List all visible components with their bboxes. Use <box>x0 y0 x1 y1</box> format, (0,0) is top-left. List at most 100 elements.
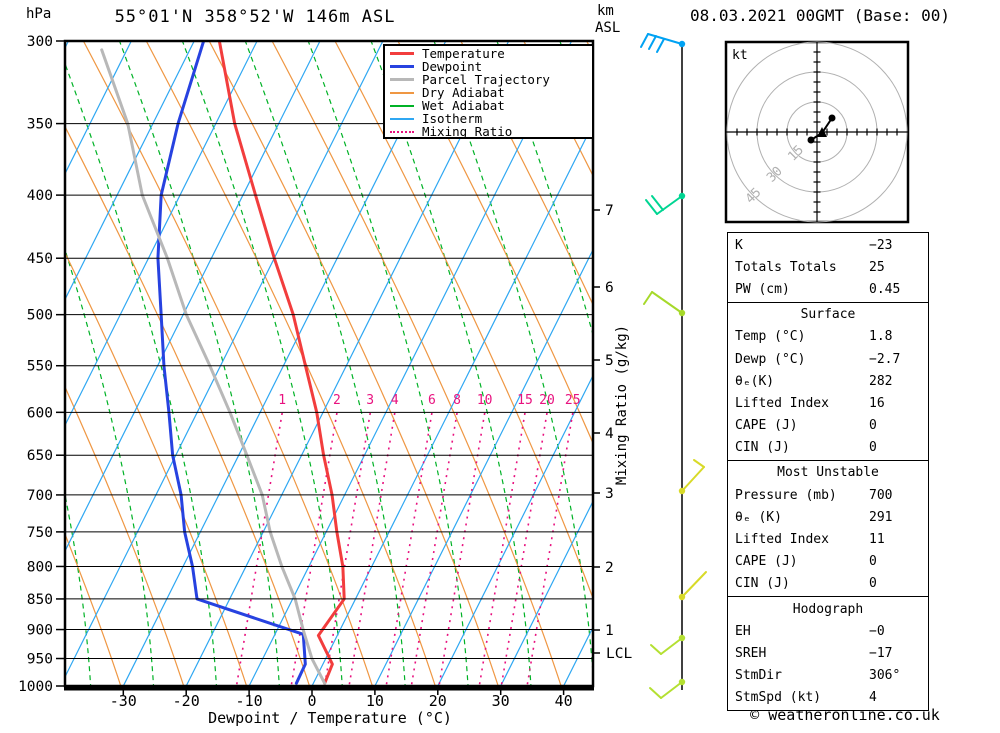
isotherm-line <box>66 42 384 677</box>
wind-barb <box>650 634 686 655</box>
wind-barb-segment <box>643 291 653 305</box>
mixing-ratio-line <box>525 412 574 689</box>
row-value: 1.8 <box>869 329 893 345</box>
row-label: Pressure (mb) <box>735 487 837 503</box>
hodograph-trace-point <box>828 114 836 122</box>
legend-line-sample <box>390 52 414 55</box>
km-tick-label: 2 <box>605 560 614 576</box>
row-value: −23 <box>869 237 893 253</box>
isotherm-line <box>309 124 592 689</box>
dry-adiabat-line <box>66 387 186 689</box>
row-value: 0 <box>869 576 877 592</box>
row-value: 16 <box>869 395 885 411</box>
dry-adiabat-line <box>334 42 592 598</box>
legend-label: Temperature <box>422 46 505 61</box>
dry-adiabat-line <box>523 42 592 175</box>
km-tick-label: 6 <box>605 280 614 296</box>
table-row: StmSpd (kt) 4 <box>728 687 928 709</box>
row-value: 282 <box>869 373 893 389</box>
legend-line-sample <box>390 78 414 81</box>
wet-adiabat-line <box>66 250 155 689</box>
wind-barb-segment <box>645 199 658 215</box>
pressure-tick-label: 1000 <box>18 679 53 695</box>
row-label: Temp (°C) <box>735 329 806 345</box>
wind-barb-segment <box>681 466 705 492</box>
temperature-axis-label: Dewpoint / Temperature (°C) <box>208 709 452 727</box>
wind-barb <box>678 459 705 495</box>
legend-line-sample <box>390 117 414 120</box>
mixing-ratio-value-label: 4 <box>391 393 399 408</box>
mixing-ratio-line <box>410 412 458 689</box>
isotherm-line <box>372 250 592 689</box>
asl-axis-unit: ASL <box>595 20 621 36</box>
wet-adiabat-line <box>66 497 92 689</box>
legend-item: Dry Adiabat <box>385 86 592 99</box>
legend-label: Isotherm <box>422 111 483 126</box>
dry-adiabat-line <box>146 42 437 689</box>
table-row: θₑ (K) 291 <box>728 506 928 528</box>
mixing-ratio-line <box>437 412 486 689</box>
wind-barb-segment <box>651 291 683 314</box>
pressure-tick-label: 500 <box>27 308 53 324</box>
row-label: SREH <box>735 645 767 661</box>
mixing-ratio-line <box>290 412 338 689</box>
legend-line-sample <box>390 104 414 107</box>
legend-item: Isotherm <box>385 112 592 125</box>
table-row: Lifted Index 11 <box>728 528 928 550</box>
wet-adiabat-line <box>370 42 532 689</box>
mixing-ratio-line <box>500 412 548 689</box>
temp-tick-label: 20 <box>429 692 447 710</box>
hodograph-trace-point <box>807 136 815 144</box>
isotherm-line <box>435 376 592 689</box>
pressure-tick-label: 600 <box>27 405 53 421</box>
wet-adiabat-line <box>307 42 469 689</box>
pressure-tick-label: 300 <box>27 34 53 50</box>
wind-barb-segment <box>693 459 705 468</box>
isotherm-line <box>66 42 195 299</box>
temp-tick-label: 30 <box>492 692 510 710</box>
row-label: CIN (J) <box>735 440 790 456</box>
mixing-ratio-value-label: 10 <box>477 393 493 408</box>
temp-tick-label: 10 <box>366 692 384 710</box>
legend-line-sample <box>390 91 414 94</box>
mixing-ratio-value-label: 20 <box>539 393 555 408</box>
isotherm-line <box>66 42 321 551</box>
isotherm-line <box>498 502 592 689</box>
legend-item: Wet Adiabat <box>385 99 592 112</box>
row-label: StmDir <box>735 668 782 684</box>
wind-barb-segment <box>656 38 665 53</box>
isotherm-line <box>0 41 6 689</box>
pressure-tick-label: 800 <box>27 559 53 575</box>
row-label: StmSpd (kt) <box>735 690 822 706</box>
wind-barb-dot <box>678 192 686 200</box>
legend-label: Wet Adiabat <box>422 98 505 113</box>
mixing-ratio-value-label: 25 <box>565 393 581 408</box>
table-row: Pressure (mb) 700 <box>728 484 928 506</box>
table-row: PW (cm) 0.45 <box>728 278 928 300</box>
wet-adiabat-line <box>0 41 28 689</box>
legend-label: Mixing Ratio <box>422 124 513 139</box>
mixing-ratio-axis-label: Mixing Ratio (g/kg) <box>614 324 630 486</box>
mixing-ratio-value-label: 8 <box>453 393 461 408</box>
row-label: Dewp (°C) <box>735 351 806 367</box>
mixing-ratio-line <box>235 412 283 689</box>
storm-motion-marker <box>817 127 827 137</box>
wind-barb-dot <box>678 487 686 495</box>
wind-barb <box>643 291 686 317</box>
temp-tick-label: -10 <box>236 692 263 710</box>
table-header: Hodograph <box>792 601 864 617</box>
row-label: Lifted Index <box>735 395 829 411</box>
wind-barb-segment <box>660 637 683 655</box>
mixing-ratio-value-label: 6 <box>428 393 436 408</box>
table-row: CIN (J) 0 <box>728 573 928 595</box>
dry-adiabat-line <box>83 42 374 689</box>
page-title: 55°01'N 358°52'W 146m ASL <box>114 7 396 27</box>
table-row: θₑ(K) 282 <box>728 370 928 392</box>
wet-adiabat-line <box>119 42 281 689</box>
mixing-ratio-line <box>323 412 372 689</box>
isotherm-line <box>66 42 258 425</box>
legend-line-sample <box>390 65 414 68</box>
row-value: 11 <box>869 532 885 548</box>
indices-table: Hodograph EH −0 SREH −17 StmDir 306° StmSpd (kt… <box>727 596 929 711</box>
